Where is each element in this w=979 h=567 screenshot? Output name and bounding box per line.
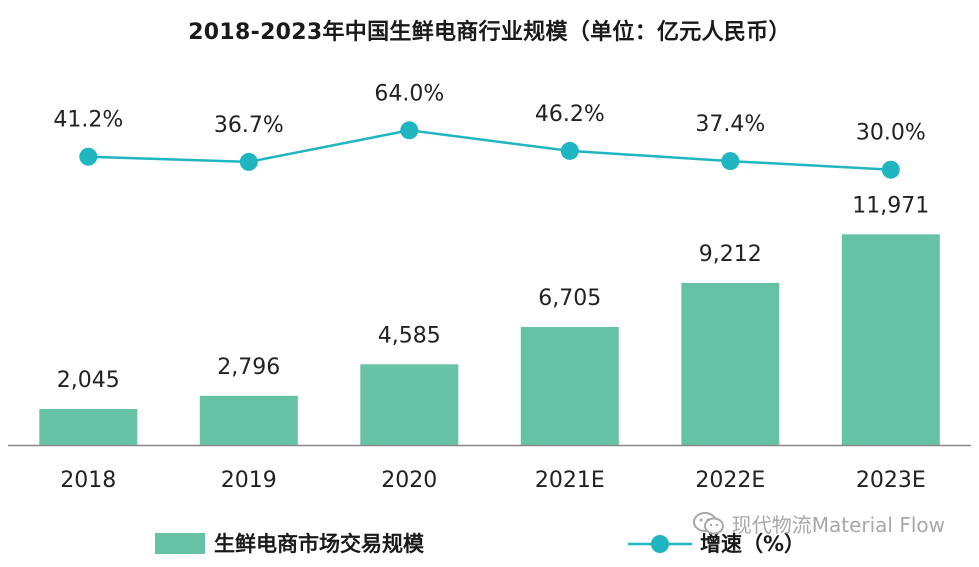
bars-layer: [39, 234, 940, 445]
bar-2021E: [520, 327, 619, 445]
legend-bar-label: 生鲜电商市场交易规模: [214, 532, 425, 556]
bar-2019: [199, 395, 298, 445]
bar-value-label-2021E: 6,705: [538, 286, 601, 311]
growth-label-2020: 64.0%: [374, 81, 444, 106]
growth-line: [88, 129, 891, 171]
x-tick-label-2023E: 2023E: [856, 468, 926, 493]
growth-label-2022E: 37.4%: [695, 112, 765, 137]
growth-point-2020: [400, 121, 419, 140]
legend-line-label: 增速（%）: [700, 532, 805, 556]
tick-labels-layer: 2018 2019 2020 2021E 2022E 2023E: [60, 468, 925, 493]
legend-bar-swatch: [155, 533, 205, 554]
bar-labels-layer: 2,045 2,796 4,585 6,705 9,212 11,971: [57, 193, 929, 393]
growth-label-2023E: 30.0%: [856, 121, 926, 146]
watermark-text: 现代物流Material Flow: [731, 513, 945, 537]
growth-label-2018: 41.2%: [53, 108, 123, 133]
x-tick-label-2019: 2019: [221, 468, 277, 493]
growth-point-2019: [239, 152, 258, 171]
chart-title: 2018-2023年中国生鲜电商行业规模（单位：亿元人民币）: [188, 20, 791, 45]
bar-value-label-2019: 2,796: [217, 355, 280, 380]
growth-point-2023E: [881, 160, 900, 179]
bar-2020: [360, 364, 459, 445]
legend: 生鲜电商市场交易规模 增速（%）: [155, 532, 805, 556]
x-tick-label-2021E: 2021E: [535, 468, 605, 493]
wechat-icon: [692, 511, 726, 537]
growth-point-2022E: [721, 152, 740, 171]
bar-value-label-2020: 4,585: [378, 323, 441, 348]
bar-value-label-2023E: 11,971: [852, 193, 929, 218]
line-labels-layer: 41.2% 36.7% 64.0% 46.2% 37.4% 30.0%: [53, 81, 925, 145]
bar-value-label-2022E: 9,212: [699, 242, 762, 267]
x-tick-label-2018: 2018: [60, 468, 116, 493]
watermark: 现代物流Material Flow: [692, 509, 945, 538]
legend-line-marker: [651, 535, 669, 553]
bar-2022E: [681, 282, 780, 445]
growth-label-2021E: 46.2%: [535, 102, 605, 127]
bar-2018: [39, 409, 138, 445]
growth-label-2019: 36.7%: [214, 113, 284, 138]
bar-value-label-2018: 2,045: [57, 368, 120, 393]
growth-point-2018: [79, 147, 98, 166]
line-layer: [79, 121, 900, 179]
bar-2023E: [841, 234, 940, 445]
x-tick-label-2020: 2020: [381, 468, 437, 493]
x-tick-label-2022E: 2022E: [695, 468, 765, 493]
growth-point-2021E: [560, 141, 579, 160]
